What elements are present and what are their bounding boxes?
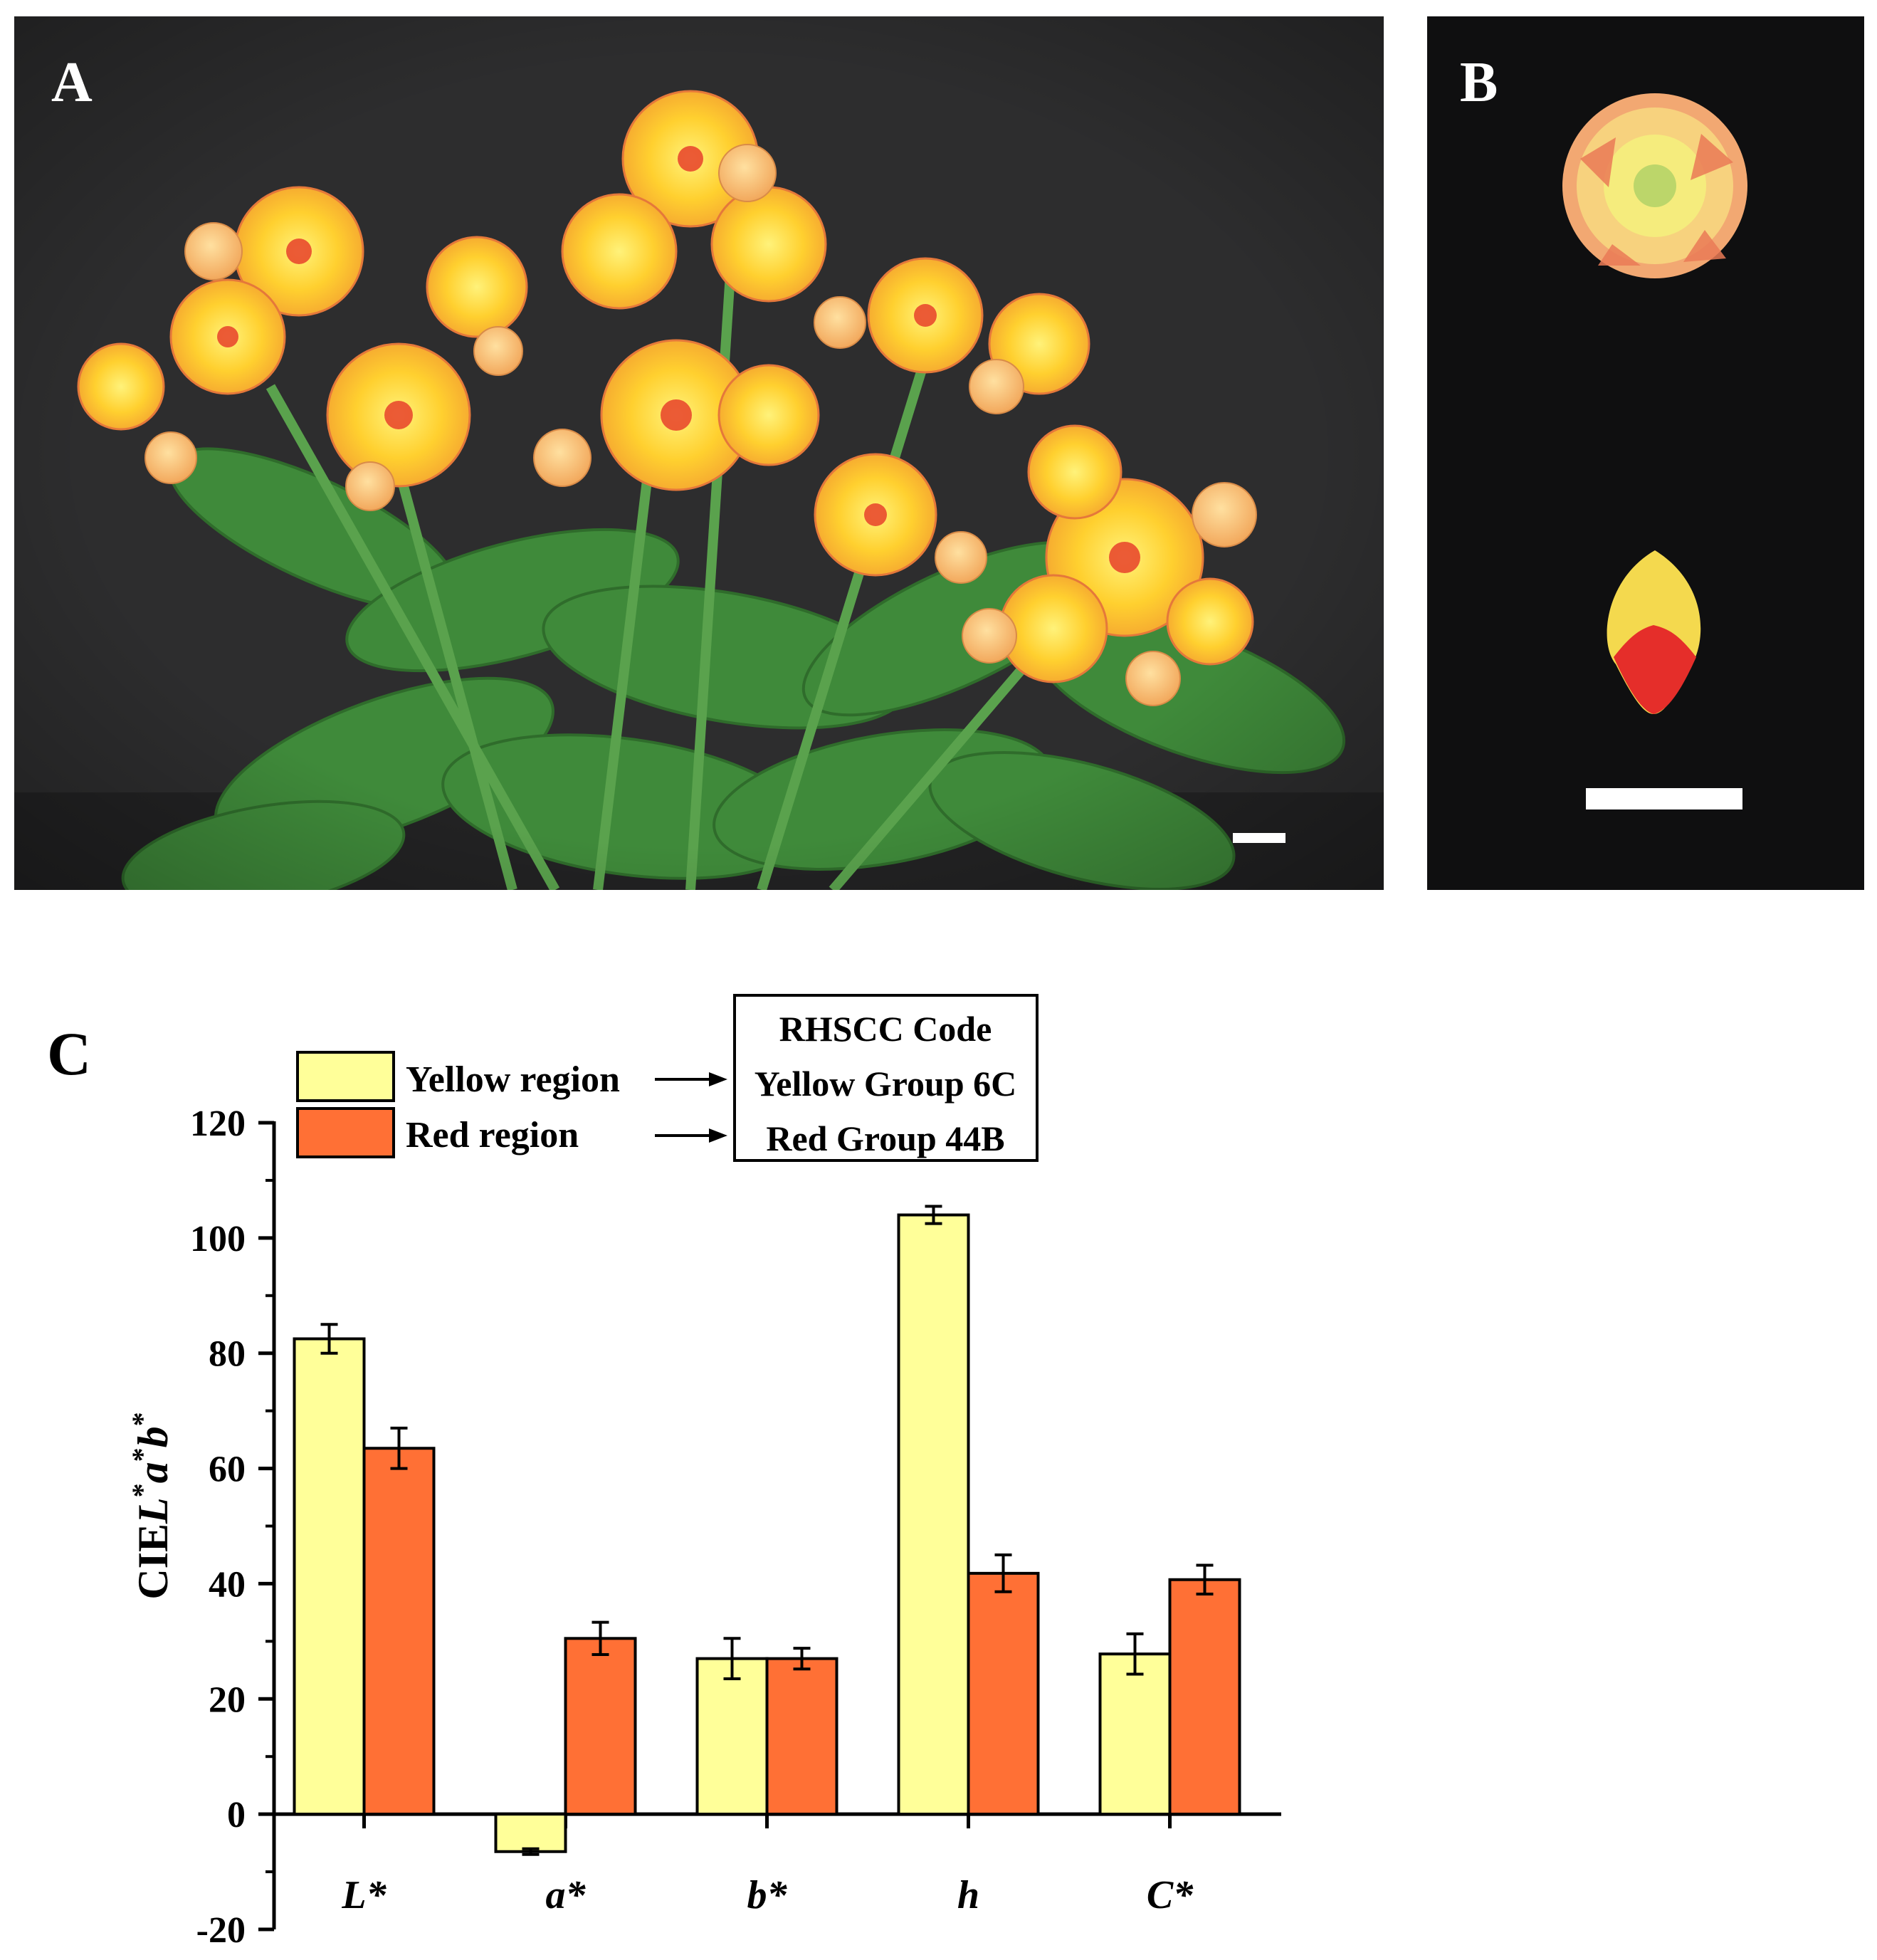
scale-bar — [1233, 833, 1285, 843]
x-tick-label: b* — [747, 1873, 788, 1917]
panel-label-c: C — [47, 1020, 92, 1088]
y-axis-label-star-2: * — [126, 1447, 158, 1462]
legend: Yellow region Red region RHSCC Code Yell… — [296, 994, 1039, 1162]
legend-arrow-red — [655, 1128, 727, 1143]
x-tick-label: C* — [1147, 1873, 1194, 1917]
bar-yellow-0 — [293, 1337, 366, 1816]
panel-label-b: B — [1460, 51, 1498, 114]
y-tick-label: 60 — [209, 1450, 246, 1490]
bar-yellow-1 — [494, 1813, 567, 1853]
bar-yellow-3 — [897, 1213, 970, 1816]
bar-red-1 — [564, 1637, 637, 1816]
legend-swatch-red — [296, 1107, 395, 1158]
bar-yellow-2 — [695, 1657, 769, 1816]
bar-yellow-4 — [1098, 1652, 1172, 1816]
y-axis-label-star-3: * — [126, 1412, 158, 1426]
y-axis-label-b: b — [130, 1426, 177, 1447]
y-axis-label-prefix: CIE — [130, 1524, 177, 1600]
y-axis-label-l: L — [130, 1497, 177, 1524]
y-tick-label: 20 — [209, 1679, 246, 1720]
y-tick-label: 40 — [209, 1564, 246, 1605]
bar-red-3 — [967, 1571, 1040, 1816]
bar-red-0 — [362, 1447, 436, 1816]
single-petal — [1607, 550, 1701, 714]
y-tick-label: 80 — [209, 1334, 246, 1375]
y-tick-label: -20 — [196, 1910, 246, 1951]
panel-label-a: A — [51, 51, 93, 114]
y-tick-label: 120 — [190, 1104, 246, 1144]
photo-panel-b: B — [1427, 16, 1864, 890]
bar-red-4 — [1168, 1578, 1241, 1816]
x-tick-label: h — [957, 1873, 979, 1917]
plant-photo — [14, 16, 1384, 890]
x-tick-label: a* — [546, 1873, 587, 1917]
bar-red-2 — [765, 1657, 838, 1816]
x-tick-label: L* — [341, 1873, 387, 1917]
rhscc-code-red: Red Group 44B — [766, 1118, 1004, 1158]
y-tick-label: 100 — [190, 1219, 246, 1259]
scale-bar — [1586, 788, 1742, 809]
photo-panel-a: A — [14, 16, 1384, 890]
rhscc-code-box — [733, 994, 1039, 1162]
y-axis-label: CIEL*a*b* — [126, 1412, 177, 1599]
legend-label-red: Red region — [406, 1115, 579, 1155]
y-axis-label-a: a — [130, 1462, 177, 1483]
legend-swatch-yellow — [296, 1051, 395, 1102]
y-axis-label-star-1: * — [126, 1483, 158, 1497]
rhscc-code-yellow: Yellow Group 6C — [755, 1064, 1017, 1104]
legend-label-yellow: Yellow region — [406, 1059, 620, 1100]
legend-arrow-yellow — [655, 1072, 727, 1086]
y-tick-label: 0 — [227, 1795, 246, 1835]
rhscc-code-header: RHSCC Code — [779, 1009, 992, 1049]
flower-petal-photo — [1427, 16, 1864, 890]
flower-bud — [1562, 93, 1747, 278]
